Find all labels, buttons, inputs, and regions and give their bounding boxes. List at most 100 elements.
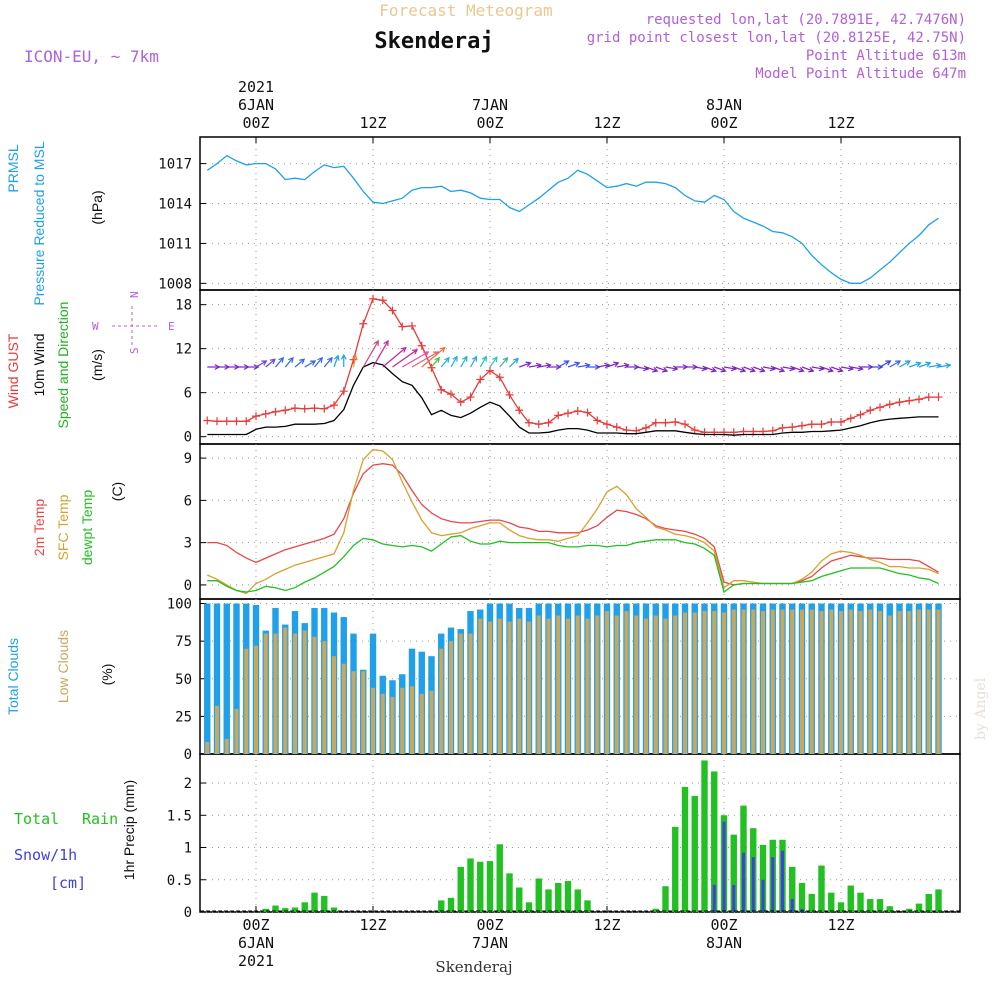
bottom-time-label: 12Z [359,916,386,934]
wind-arrow-shaft [421,347,446,368]
wind-arrow [772,366,786,373]
wind-arrow-shaft [889,360,901,368]
wind-arrow [372,339,389,368]
wind-arrow-shaft [909,362,921,368]
wind-arrow [450,355,458,368]
bottom-time-label: 00Z [710,916,737,934]
y-tick-label: 9 [184,451,192,467]
wind-arrow-head [749,366,756,373]
y-tick-label: 0 [184,905,192,921]
bottom-date-label: 7JAN [472,934,508,952]
rain-bar [506,873,513,912]
gust-marker [778,423,787,432]
low-cloud-bar [380,693,385,754]
series-wind [207,361,939,436]
low-cloud-bar [644,618,648,754]
low-cloud-bar [273,633,278,754]
watermark: by Angel [973,677,989,740]
y-tick-label: 0 [184,578,192,594]
wind-arrow-head [452,355,458,362]
y-tick-label: 6 [184,386,192,402]
gust-marker [291,404,299,413]
wind-arrow-head [847,365,855,372]
y-tick-label: 1017 [158,157,192,173]
wind-arrow-head [340,353,347,360]
low-cloud-bar [839,611,843,754]
wind-arrow [831,366,844,373]
rain-bar [867,899,874,912]
low-cloud-bar [809,609,814,754]
wind-arrow-head [857,365,864,372]
y-tick-label: 2 [184,776,192,792]
low-cloud-bar [741,609,746,754]
rain-bar [447,897,455,912]
wind-arrow [811,365,825,372]
low-cloud-bar [858,611,863,754]
pressure-label-1: PRMSL [5,144,21,192]
wind-arrow-shaft [743,366,755,372]
gust-marker [339,387,348,396]
snow-bar [712,884,716,912]
wind-arrow-shaft [275,357,284,368]
gust-marker [544,418,553,427]
wind-arrow-head [915,361,922,368]
cloud-unit: (%) [99,664,115,686]
gust-marker [261,409,270,418]
low-cloud-bar [887,615,892,754]
low-cloud-bar [595,615,600,754]
wind-arrow-shaft [645,366,658,372]
gust-marker [476,375,485,384]
wind-arrow-shaft [714,366,726,372]
wind-arrow-head [730,365,738,372]
wind-arrow-head [720,366,727,373]
y-tick-label: 1.5 [167,808,192,824]
wind-arrow-head [412,349,419,355]
low-cloud-bar [780,609,785,754]
wind-arrow-head [563,360,570,366]
wind-arrow-shaft [811,366,824,370]
low-cloud-bar [283,627,288,754]
rain-bar [808,893,815,912]
rain-bar [272,905,279,912]
wind-arrow [351,353,358,368]
gust-marker [525,418,533,427]
rain-bar [467,858,474,912]
gust-label: Wind GUST [5,333,21,408]
wind-arrow-shaft [577,364,590,368]
low-cloud-bar [556,615,561,754]
wind-arrow-head [333,354,340,361]
rain-bar [798,882,806,912]
rain-bar [584,900,591,912]
wind-arrow-shaft [450,356,458,368]
wind-arrow-head [623,362,630,369]
low-cloud-bar [605,611,609,754]
bottom-time-label: 12Z [827,916,854,934]
wind-arrow [792,366,805,373]
rain-bar [555,882,562,912]
snow-bar [790,899,794,912]
rain-bar [535,878,542,912]
gust-marker [398,322,407,331]
gust-marker [837,418,845,426]
gust-marker [359,319,368,328]
wind-arrow-head [710,366,717,373]
gust-marker [320,404,329,413]
compass-west: W [92,320,99,333]
wind-arrow-head [808,366,815,373]
low-cloud-bar [536,615,541,754]
wind-arrow-shaft [469,356,478,368]
gust-marker [203,416,212,425]
wind-arrow [694,365,708,372]
gust-marker [408,321,416,330]
wind-arrow-head [837,366,844,373]
low-cloud-bar [351,671,356,754]
wind-arrow [469,355,478,368]
low-cloud-bar [790,609,795,754]
wind-arrow-head [253,364,260,370]
snow-bar [781,850,784,912]
wind-arrow-head [925,361,932,368]
rain-bar [886,906,893,912]
low-cloud-bar [917,609,921,754]
low-cloud-bar [224,738,229,754]
